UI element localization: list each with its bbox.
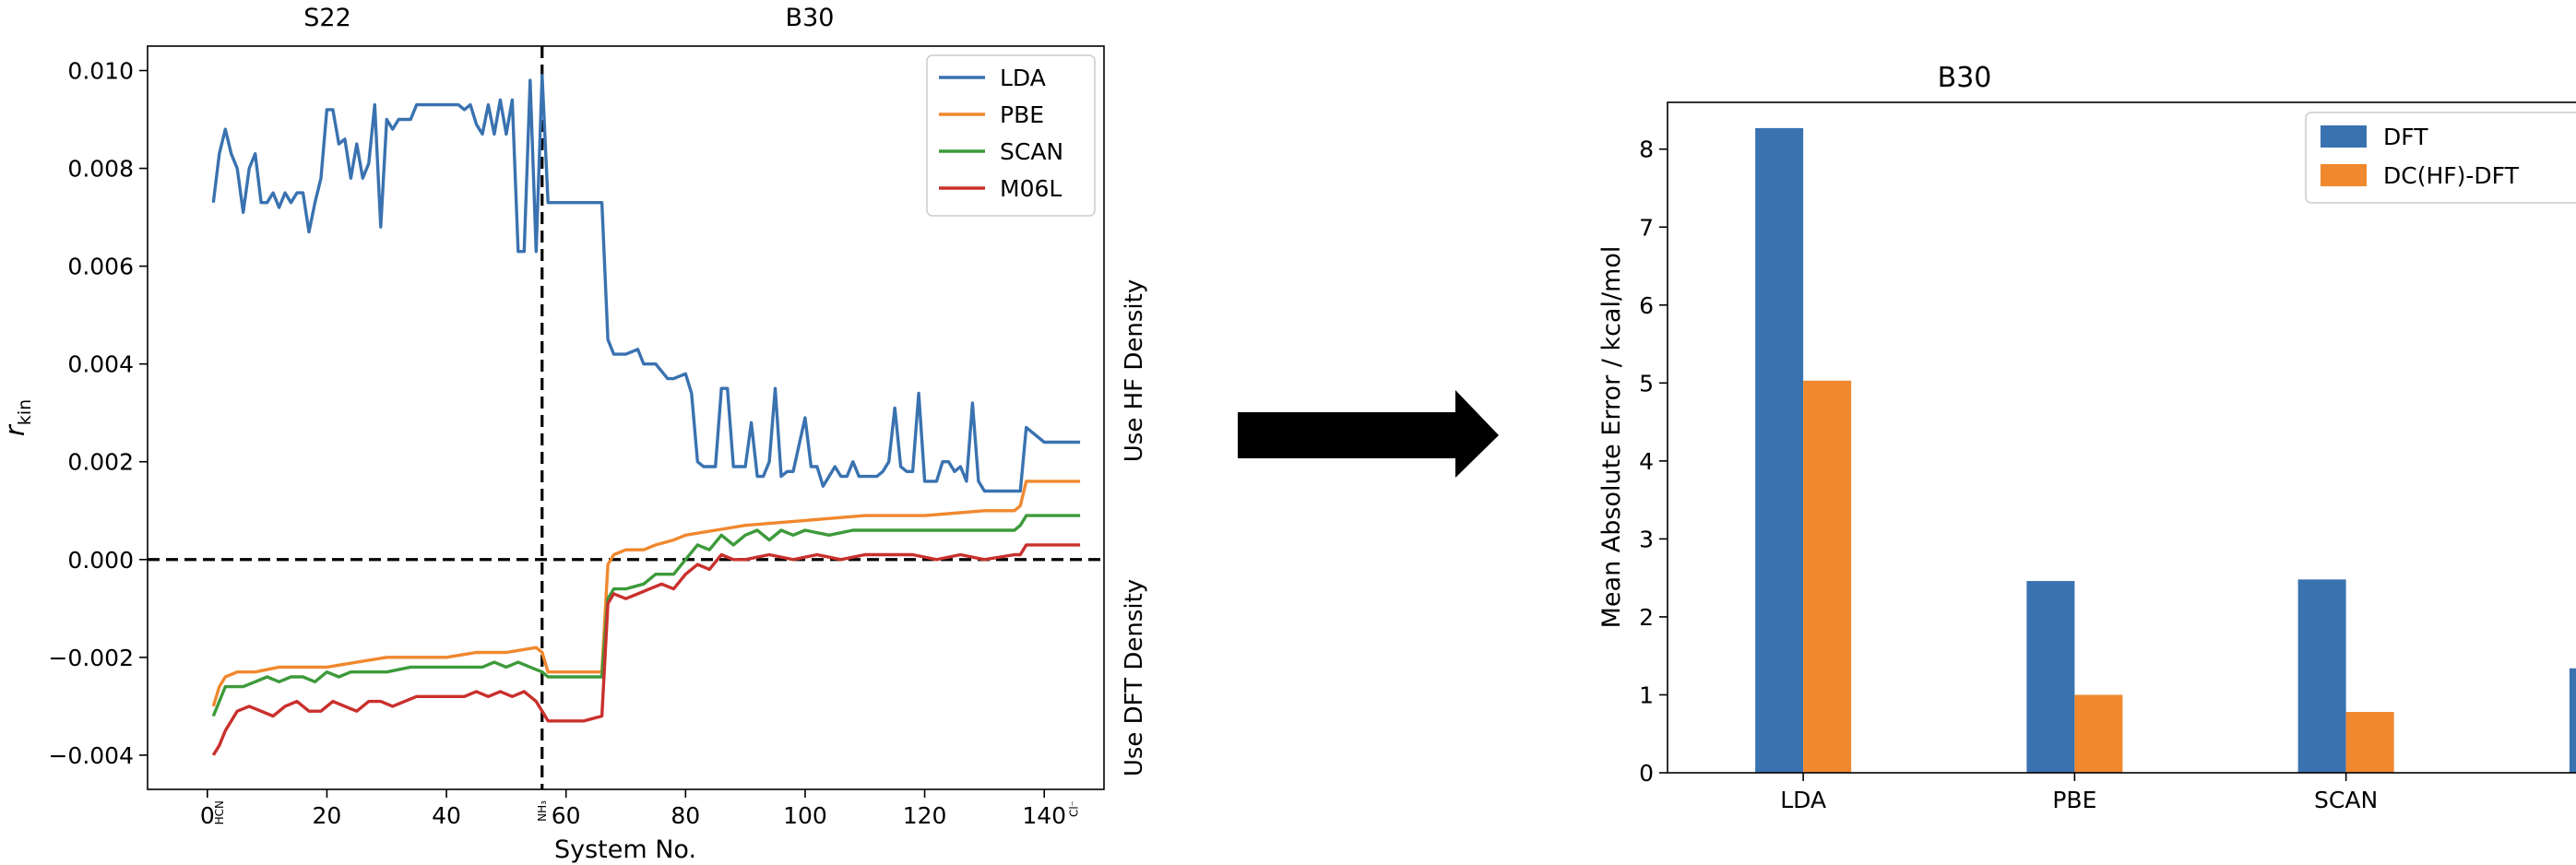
x-tick-label: 20 — [313, 802, 342, 829]
bar-scan-dchf-dft — [2345, 712, 2394, 773]
right-axis-ticks: 012345678LDAPBESCANM06L — [1639, 136, 2378, 813]
bar-legend-swatch — [2321, 125, 2367, 148]
x-axis-label: System No. — [554, 835, 696, 864]
x-tick-label: 100 — [783, 802, 827, 829]
bar-legend-label: DC(HF)-DFT — [2383, 162, 2520, 189]
bar-category-label: SCAN — [2314, 787, 2378, 813]
x-tick-label: 0 — [200, 802, 215, 829]
bar-chart-title: B30 — [1938, 62, 1992, 94]
bar-chart-b30: B30 012345678LDAPBESCANM06L DFTDC(HF)-DF… — [1597, 62, 2576, 813]
bar-legend-label: DFT — [2383, 124, 2428, 150]
right-legend: DFT DC(HF)-DFT — [2305, 112, 2576, 204]
special-tick-label: Cl⁻ — [1068, 800, 1081, 817]
bar-category-label: LDA — [1780, 787, 1826, 813]
y-tick-label: 0.002 — [67, 449, 134, 476]
y-tick-label: 0.008 — [67, 156, 134, 183]
legend-label-pbe: PBE — [1000, 101, 1044, 128]
region-label-dft: Use DFT Density — [1121, 579, 1148, 776]
right-legend-box — [2305, 112, 2576, 204]
bar-scan-dft — [2297, 579, 2346, 773]
bar-y-tick-label: 8 — [1639, 136, 1654, 163]
bar-y-tick-label: 5 — [1639, 370, 1654, 397]
x-tick-label: 140 — [1022, 802, 1066, 829]
y-tick-label: −0.002 — [48, 645, 134, 671]
left-axis-ticks: 0 20 40 60 80 100 120 140 −0.004 −0.002 0.000 0.002… — [48, 58, 1080, 829]
legend-label-m06l: M06L — [1000, 175, 1062, 202]
region-label-hf: Use HF Density — [1121, 279, 1148, 462]
bar-category-label: PBE — [2052, 787, 2096, 813]
bar-y-tick-label: 7 — [1639, 214, 1654, 241]
arrow-head — [1455, 390, 1499, 478]
x-tick-label: 40 — [432, 802, 461, 829]
bar-y-tick-label: 1 — [1639, 681, 1654, 708]
reference-lines — [148, 46, 1104, 789]
series-line-pbe — [211, 480, 1081, 707]
bar-y-tick-label: 4 — [1639, 448, 1654, 475]
y-tick-label: 0.000 — [67, 547, 134, 574]
legend-label-lda: LDA — [1000, 65, 1046, 91]
top-label-s22: S22 — [303, 4, 351, 32]
bar-y-tick-label: 0 — [1639, 760, 1654, 787]
y-tick-label: 0.006 — [67, 254, 134, 280]
left-plot-frame — [147, 45, 1105, 790]
top-label-b30: B30 — [786, 4, 835, 32]
bar-group — [1755, 127, 2576, 774]
bar-y-tick-label: 6 — [1639, 292, 1654, 319]
bar-pbe-dft — [2026, 581, 2075, 773]
left-legend: LDA PBE SCAN M06L — [926, 54, 1096, 217]
special-tick-label: HCN — [213, 800, 226, 824]
bar-y-axis-label: Mean Absolute Error / kcal/mol — [1597, 246, 1626, 629]
bar-y-tick-label: 2 — [1639, 604, 1654, 631]
x-tick-label: 60 — [552, 802, 581, 829]
x-tick-label: 120 — [903, 802, 947, 829]
series-line-scan — [211, 514, 1081, 717]
y-tick-label: −0.004 — [48, 742, 134, 769]
special-tick-label: NH₃ — [536, 800, 549, 822]
x-tick-label: 80 — [671, 802, 700, 829]
right-plot-frame — [1667, 101, 2576, 774]
y-axis-label: rkin — [0, 399, 35, 436]
y-axis-label-sub: kin — [15, 399, 35, 425]
line-series-group — [211, 74, 1081, 756]
legend-label-scan: SCAN — [1000, 138, 1063, 165]
left-legend-box — [926, 54, 1096, 217]
bar-lda-dft — [1755, 127, 1804, 774]
y-tick-label: 0.010 — [67, 58, 134, 85]
bar-y-tick-label: 3 — [1639, 526, 1654, 552]
series-line-m06l — [211, 543, 1081, 756]
bar-legend-swatch — [2321, 164, 2367, 186]
line-chart-rkin: S22 B30 0 20 40 60 80 100 120 140 −0.004 −0.002 0.… — [0, 4, 1148, 864]
bar-pbe-dchf-dft — [2074, 694, 2123, 773]
series-line-lda — [211, 74, 1081, 493]
y-tick-label: 0.004 — [67, 351, 134, 378]
svg-text:rkin: rkin — [0, 399, 35, 436]
bar-m06l-dft — [2569, 668, 2576, 773]
arrow-shaft — [1238, 412, 1457, 458]
arrow-graphic — [1238, 390, 1499, 478]
y-axis-label-main: r — [0, 423, 30, 436]
bar-lda-dchf-dft — [1803, 380, 1852, 773]
